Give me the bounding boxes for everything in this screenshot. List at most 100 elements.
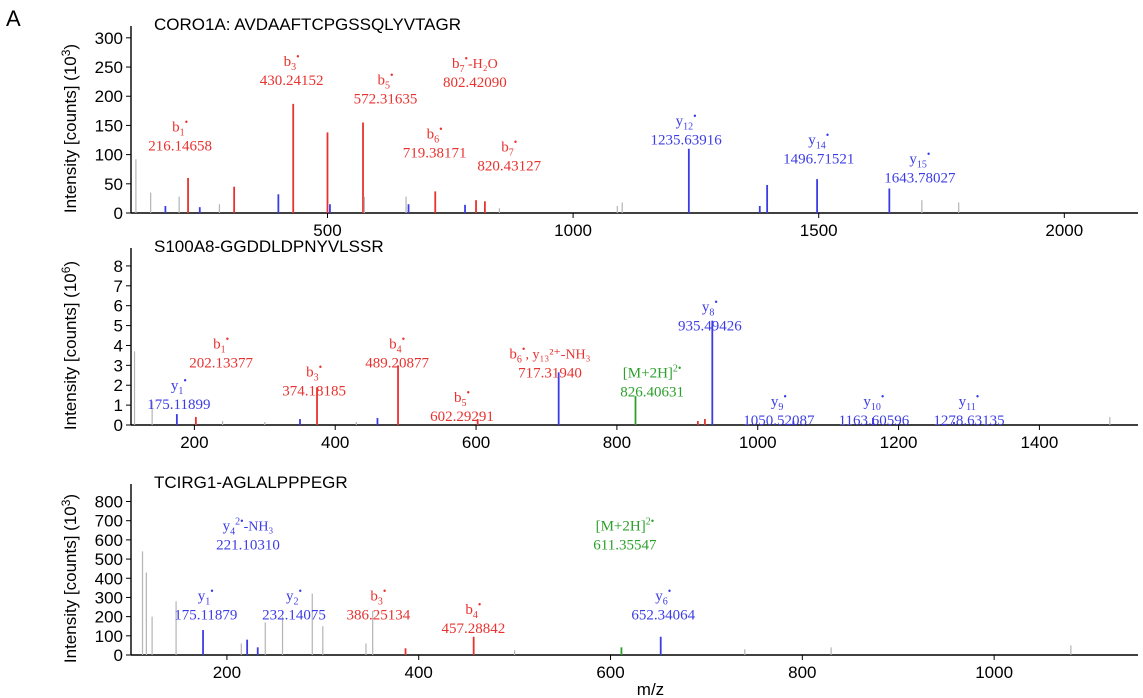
ion-label: b3• [284,52,300,73]
ion-charge: • [183,376,187,387]
ion-label: y8• [702,298,718,319]
ion-index: 10 [871,402,881,413]
y-tick-label: 400 [95,569,123,588]
ion-charge: • [466,388,470,399]
ion-index: 1 [180,127,185,138]
ion-suffix: -H₂O [468,57,498,72]
ion-name: y [771,394,779,410]
ion-name: b [389,336,397,352]
ion-mz-label: 221.10310 [216,537,280,553]
x-tick-label: 600 [596,663,624,682]
y-tick-label: 500 [95,550,123,569]
x-tick-label: 400 [405,663,433,682]
ion-mz-label: 457.28842 [442,621,506,637]
ion-mz-label: 1163.60596 [839,413,910,429]
ion-mz-label: 1643.78027 [884,170,956,186]
x-tick-label: 400 [321,433,349,452]
ion-index: 9 [778,402,783,413]
ion-mz-label: 572.31635 [354,92,418,108]
ion-label: b5• [454,388,470,409]
ion-label: y11• [959,392,980,413]
ion-name: [M+2H] [596,518,646,534]
ion-label: y9• [771,392,787,413]
ion-index: 6 [517,354,522,365]
y-tick-label: 7 [114,277,123,296]
ion-label: [M+2H]2• [623,363,682,381]
ion-mz-label: 489.20877 [365,355,429,371]
ion-index: 5 [461,398,466,409]
x-tick-label: 1200 [880,433,918,452]
ion-name: y [863,394,871,410]
y-tick-label: 200 [95,608,123,627]
ion-mz-label: 1278.63135 [933,413,1004,429]
y-tick-label: 2 [114,376,123,395]
ion-name: b [501,140,509,156]
y-axis-label: Intensity [counts] (103) [59,494,80,663]
ion-charge: • [714,298,718,309]
ion-index: 5 [385,81,390,92]
y-tick-label: 8 [114,257,123,276]
ion-mz-label: 602.29291 [430,409,494,425]
spectrum-title: S100A8-GGDDLDPNYVLSSR [154,237,384,256]
y-tick-label: 700 [95,512,123,531]
ion-charge: • [402,334,406,345]
ion-name: [M+2H] [623,365,673,381]
ion-mz-label: 652.34064 [631,607,695,623]
ion-name: b [370,588,378,604]
ion-index: 2 [294,596,299,607]
ion-index: 6 [663,596,668,607]
ion-index: 15 [917,159,927,170]
ion-charge: • [927,149,931,160]
y-axis-label-exponent: 3 [59,499,73,506]
y-axis-label-close: ) [61,261,80,267]
y-axis-label-text: Intensity [counts] (10 [61,273,80,430]
ion-charge: • [383,586,387,597]
x-tick-label: 1400 [1020,433,1058,452]
ion-charge: • [210,586,214,597]
ion-charge: • [299,586,303,597]
y-tick-label: 1 [114,396,123,415]
ion-index: 1 [205,596,210,607]
y-tick-label: 300 [95,588,123,607]
ion-label: b7•-H₂O [452,54,498,75]
x-tick-label: 800 [788,663,816,682]
ion-name: y [198,588,206,604]
ion-charge: • [976,392,980,403]
ion-index: 4 [473,610,478,621]
ion-index: 6 [434,134,439,145]
ion-mz-label: 386.25134 [347,607,411,623]
ion-mz-label: 175.11879 [174,607,237,623]
ion-index: 3 [291,62,296,73]
x-tick-label: 1500 [800,221,838,240]
y-tick-label: 0 [114,646,123,665]
ion-mz-label: 935.49426 [678,319,742,335]
ion-name: y [655,588,663,604]
y-axis-label-close: ) [61,494,80,500]
ion-index: 1 [221,344,226,355]
ion-label: b5• [377,71,393,92]
y-axis-label-close: ) [61,44,80,50]
ion-label: b3• [306,362,322,383]
y-tick-label: 0 [114,416,123,435]
y-tick-label: 100 [95,627,123,646]
ion-label: b1• [172,117,188,138]
ion-mz-label: 611.35547 [593,537,657,553]
ion-index: 8 [709,308,714,319]
ion-label: b3• [370,586,386,607]
y-tick-label: 100 [95,146,123,165]
ion-label: [M+2H]2• [596,516,655,534]
ion-name: b [465,602,473,618]
ion-suffix: -NH₃ [244,519,274,534]
x-axis-label: m/z [637,680,664,698]
ion-label: y2• [286,586,302,607]
ion-index: 1 [178,386,183,397]
ion-name: y [909,151,917,167]
ion-charge: • [296,52,300,63]
ion-name: b [306,364,314,380]
ion-charge: • [826,131,830,142]
ion-index: 14 [816,141,826,152]
ion-label: y1• [198,586,214,607]
